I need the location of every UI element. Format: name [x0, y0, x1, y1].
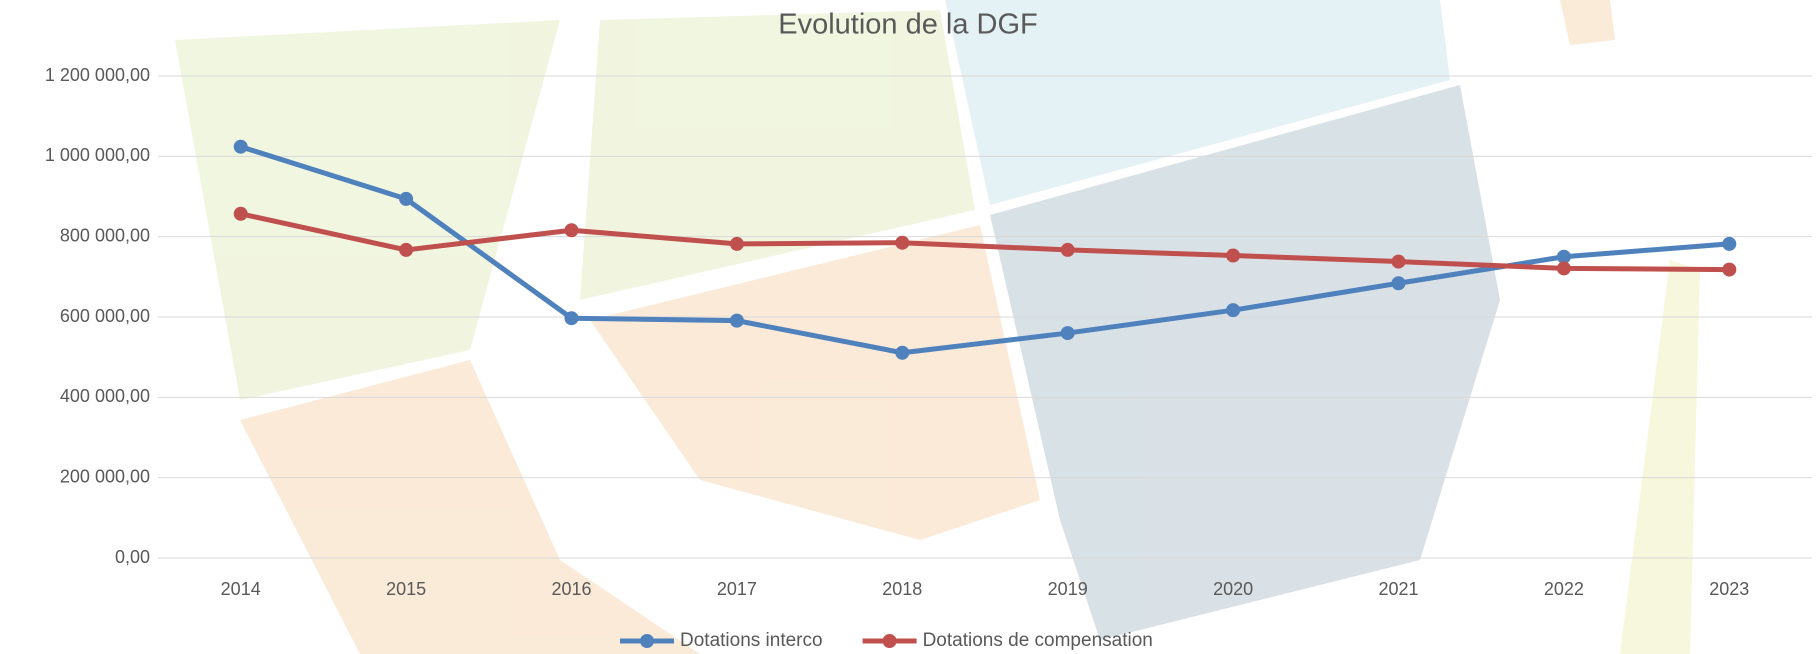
data-point	[1722, 237, 1736, 251]
data-point	[1557, 261, 1571, 275]
data-point	[895, 236, 909, 250]
x-tick-label: 2016	[551, 579, 591, 599]
legend-label: Dotations interco	[680, 630, 823, 651]
chart: Evolution de la DGF 0,00 200 000,00 400 00…	[0, 0, 1816, 654]
data-point	[730, 237, 744, 251]
legend-marker	[640, 634, 654, 648]
x-tick-label: 2020	[1213, 579, 1253, 599]
data-point	[565, 223, 579, 237]
x-tick-label: 2017	[717, 579, 757, 599]
x-tick-label: 2014	[221, 579, 261, 599]
legend-label: Dotations de compensation	[923, 630, 1153, 651]
chart-title: Evolution de la DGF	[778, 9, 1038, 41]
y-tick-label: 0,00	[115, 547, 150, 567]
data-point	[1226, 249, 1240, 263]
x-tick-label: 2022	[1544, 579, 1584, 599]
legend-marker	[883, 634, 897, 648]
y-tick-label: 200 000,00	[60, 466, 150, 486]
data-point	[399, 192, 413, 206]
data-point	[1226, 303, 1240, 317]
data-point	[1392, 255, 1406, 269]
data-point	[895, 346, 909, 360]
data-point	[1061, 326, 1075, 340]
data-point	[1722, 263, 1736, 277]
x-tick-label: 2019	[1048, 579, 1088, 599]
data-point	[565, 311, 579, 325]
data-point	[1392, 276, 1406, 290]
data-point	[234, 140, 248, 154]
y-tick-label: 400 000,00	[60, 386, 150, 406]
x-tick-label: 2021	[1378, 579, 1418, 599]
y-tick-label: 1 200 000,00	[45, 65, 150, 85]
background-watermark	[175, 0, 1700, 654]
y-tick-label: 1 000 000,00	[45, 145, 150, 165]
y-tick-label: 800 000,00	[60, 225, 150, 245]
data-point	[399, 243, 413, 257]
x-tick-label: 2023	[1709, 579, 1749, 599]
x-tick-label: 2018	[882, 579, 922, 599]
data-point	[234, 207, 248, 221]
page: {"chart_data": {"type": "line", "title":…	[0, 0, 1816, 654]
x-tick-label: 2015	[386, 579, 426, 599]
y-tick-label: 600 000,00	[60, 306, 150, 326]
data-point	[730, 314, 744, 328]
data-point	[1061, 243, 1075, 257]
